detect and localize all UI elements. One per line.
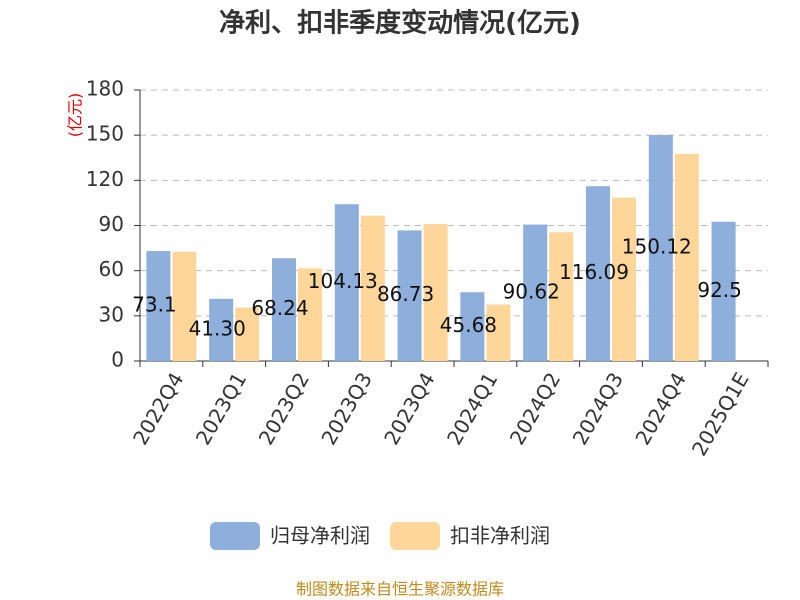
- y-tick-label: 90: [99, 212, 124, 236]
- legend-swatch: [390, 522, 440, 550]
- y-tick-label: 150: [86, 122, 124, 146]
- x-tick-label: 2024Q1: [442, 368, 502, 449]
- legend-swatch: [210, 522, 260, 550]
- bar: [334, 204, 359, 361]
- value-label: 116.09: [559, 260, 629, 284]
- y-tick-label: 120: [86, 167, 124, 191]
- x-tick-label: 2023Q4: [379, 368, 439, 449]
- bar: [523, 224, 548, 361]
- bar: [272, 258, 296, 361]
- value-label: 104.13: [308, 269, 378, 293]
- bar: [486, 304, 511, 361]
- bar: [172, 251, 197, 361]
- legend-label: 归母净利润: [270, 524, 370, 548]
- value-label: 68.24: [251, 296, 308, 320]
- bar: [460, 292, 485, 361]
- x-tick-label: 2025Q1E: [687, 368, 754, 460]
- x-tick-label: 2023Q2: [254, 368, 314, 449]
- bar: [146, 250, 171, 361]
- value-label: 92.5: [697, 278, 742, 302]
- value-label: 41.30: [189, 316, 246, 340]
- x-tick-label: 2023Q1: [191, 368, 251, 449]
- bar: [298, 268, 322, 361]
- x-tick-label: 2024Q4: [630, 368, 690, 449]
- x-tick-label: 2024Q3: [568, 368, 628, 449]
- bar: [235, 307, 260, 361]
- chart-title: 净利、扣非季度变动情况(亿元): [219, 8, 581, 39]
- x-tick-label: 2024Q2: [505, 368, 565, 449]
- bar: [423, 223, 448, 361]
- bar: [612, 197, 636, 361]
- bar: [397, 230, 422, 361]
- bar: [586, 186, 610, 361]
- value-label: 90.62: [503, 279, 560, 303]
- value-label: 150.12: [622, 234, 692, 258]
- plot: 0 30 60 90 120 150 180 73.1 41.3068.24104.1386.7…: [86, 77, 769, 550]
- x-tick-label: 2022Q4: [128, 368, 188, 449]
- bar: [648, 134, 673, 361]
- legend-label: 扣非净利润: [450, 524, 550, 548]
- y-tick-label: 30: [99, 302, 124, 326]
- bar: [674, 153, 699, 361]
- bar: [549, 232, 574, 361]
- y-tick-label: 0: [111, 348, 124, 372]
- value-label: 73.1: [132, 292, 177, 316]
- bar: [209, 298, 234, 361]
- y-tick-label: 60: [99, 257, 124, 281]
- source-note: 制图数据来自恒生聚源数据库: [296, 580, 504, 599]
- value-label: 45.68: [440, 313, 497, 337]
- bar: [360, 215, 385, 361]
- x-tick-label: 2023Q3: [316, 368, 376, 449]
- value-label: 86.73: [377, 282, 434, 306]
- y-tick-label: 180: [86, 77, 124, 101]
- y-axis-label: (亿元): [66, 93, 85, 138]
- bar: [711, 221, 736, 361]
